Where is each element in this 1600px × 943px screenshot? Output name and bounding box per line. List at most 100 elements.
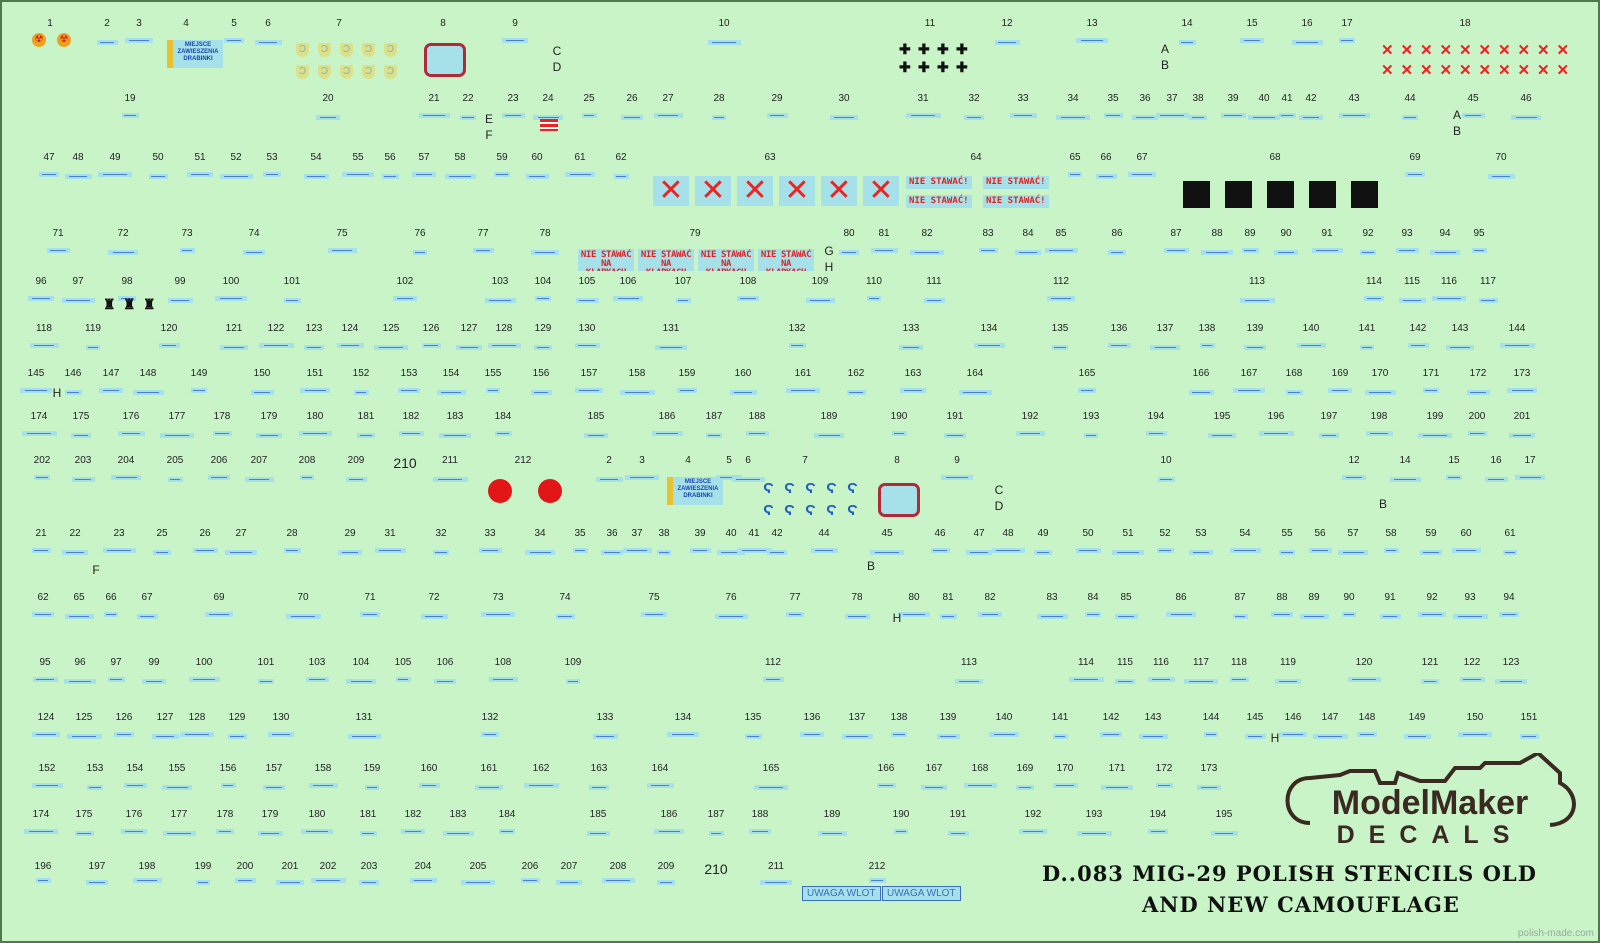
stencil-decal — [1467, 431, 1487, 436]
item-number: 181 — [357, 411, 375, 422]
stencil-decal — [444, 174, 476, 179]
stencil-decal — [1291, 40, 1323, 45]
item-number: 165 — [762, 763, 780, 774]
stencil-decal — [944, 433, 966, 438]
stencil-decal — [86, 345, 100, 350]
item-number: 118 — [36, 323, 52, 334]
stencil-decal — [1009, 113, 1037, 118]
stencil-decal — [729, 390, 757, 395]
stencil-decal — [1398, 298, 1426, 303]
stencil-decal — [1019, 829, 1047, 834]
stencil-decal — [308, 783, 338, 788]
stencil-decal — [575, 388, 603, 393]
item-number: 87 — [1234, 592, 1246, 603]
item-number: 32 — [968, 93, 980, 104]
item-number: 101 — [257, 657, 275, 668]
stencil-decal — [64, 614, 94, 619]
stencil-decal — [1189, 550, 1213, 555]
stencil-decal — [613, 174, 629, 179]
item-number: 211 — [442, 455, 458, 466]
item-number: 55 — [352, 152, 364, 163]
item-number: 170 — [1056, 763, 1074, 774]
item-number: 97 — [110, 657, 122, 668]
item-number: 108 — [494, 657, 512, 668]
item-number: 200 — [236, 861, 254, 872]
item-number: 147 — [1321, 712, 1339, 723]
item-number: 156 — [532, 368, 550, 379]
item-number: 153 — [400, 368, 418, 379]
stencil-decal — [398, 388, 420, 393]
item-number: 184 — [494, 411, 512, 422]
stencil-decal — [205, 612, 233, 617]
stencil-decal — [1446, 345, 1474, 350]
shield-icon: Ɔ — [296, 43, 309, 57]
stencil-decal — [412, 172, 436, 177]
item-number: 196 — [34, 861, 52, 872]
item-number: 131 — [662, 323, 680, 334]
stencil-decal — [74, 831, 94, 836]
hook-icon: Ϛ — [847, 480, 858, 497]
item-number: 193 — [1085, 809, 1103, 820]
item-number: 203 — [74, 455, 92, 466]
stencil-decal — [1085, 612, 1101, 617]
stencil-decal — [1248, 115, 1280, 120]
stencil-decal — [360, 612, 380, 617]
stencil-decal — [712, 115, 726, 120]
stencil-decal — [1128, 172, 1156, 177]
stencil-decal — [418, 783, 440, 788]
variant-letter: F — [92, 563, 100, 577]
red-cross-icon: ✕ — [1439, 42, 1453, 59]
item-number: 123 — [305, 323, 323, 334]
stencil-decal — [641, 612, 667, 617]
item-number: 108 — [739, 276, 757, 287]
item-number: 152 — [38, 763, 56, 774]
item-number: 147 — [102, 368, 120, 379]
stencil-decal — [142, 679, 166, 684]
red-x-box-icon: ✕ — [737, 176, 773, 206]
red-stripes-icon — [540, 119, 558, 131]
item-number: 59 — [1425, 528, 1437, 539]
stencil-decal — [433, 550, 449, 555]
item-number: 39 — [1227, 93, 1239, 104]
stencil-decal — [1240, 38, 1264, 43]
item-number: 188 — [748, 411, 766, 422]
black-square-icon — [1225, 181, 1252, 208]
item-number: 186 — [658, 411, 676, 422]
item-number: 109 — [564, 657, 582, 668]
item-number: 132 — [788, 323, 806, 334]
item-number: 57 — [418, 152, 430, 163]
stencil-decal — [1328, 388, 1352, 393]
item-number: 150 — [253, 368, 271, 379]
stencil-decal — [439, 433, 471, 438]
stencil-decal — [310, 878, 346, 883]
item-number: 80 — [908, 592, 920, 603]
black-cross-icon: ✚ — [899, 41, 911, 57]
stencil-decal — [844, 614, 870, 619]
stencil-decal — [393, 296, 417, 301]
item-number: 76 — [414, 228, 426, 239]
stencil-decal — [442, 831, 474, 836]
logo-wordmark: ModelMaker — [1332, 784, 1529, 822]
item-number: 127 — [460, 323, 478, 334]
stencil-decal — [689, 548, 711, 553]
item-number: 37 — [1166, 93, 1178, 104]
stencil-decal — [621, 115, 643, 120]
variant-letter: H — [892, 611, 902, 625]
item-number: 130 — [272, 712, 290, 723]
stencil-decal — [338, 550, 362, 555]
stencil-decal — [749, 829, 771, 834]
item-number: 150 — [1466, 712, 1484, 723]
stencil-decal — [657, 880, 675, 885]
item-number: 74 — [559, 592, 571, 603]
stencil-decal — [1507, 388, 1537, 393]
item-number: 16 — [1490, 455, 1502, 466]
stencil-decal — [754, 785, 788, 790]
item-number: 146 — [1284, 712, 1302, 723]
item-number: 192 — [1021, 411, 1039, 422]
item-number: 151 — [306, 368, 324, 379]
black-cross-icon: ♜ — [143, 296, 156, 312]
hook-icon: Ϛ — [826, 480, 837, 497]
stencil-decal — [132, 390, 164, 395]
hook-icon: Ϛ — [763, 480, 774, 497]
stencil-decal — [1132, 115, 1158, 120]
